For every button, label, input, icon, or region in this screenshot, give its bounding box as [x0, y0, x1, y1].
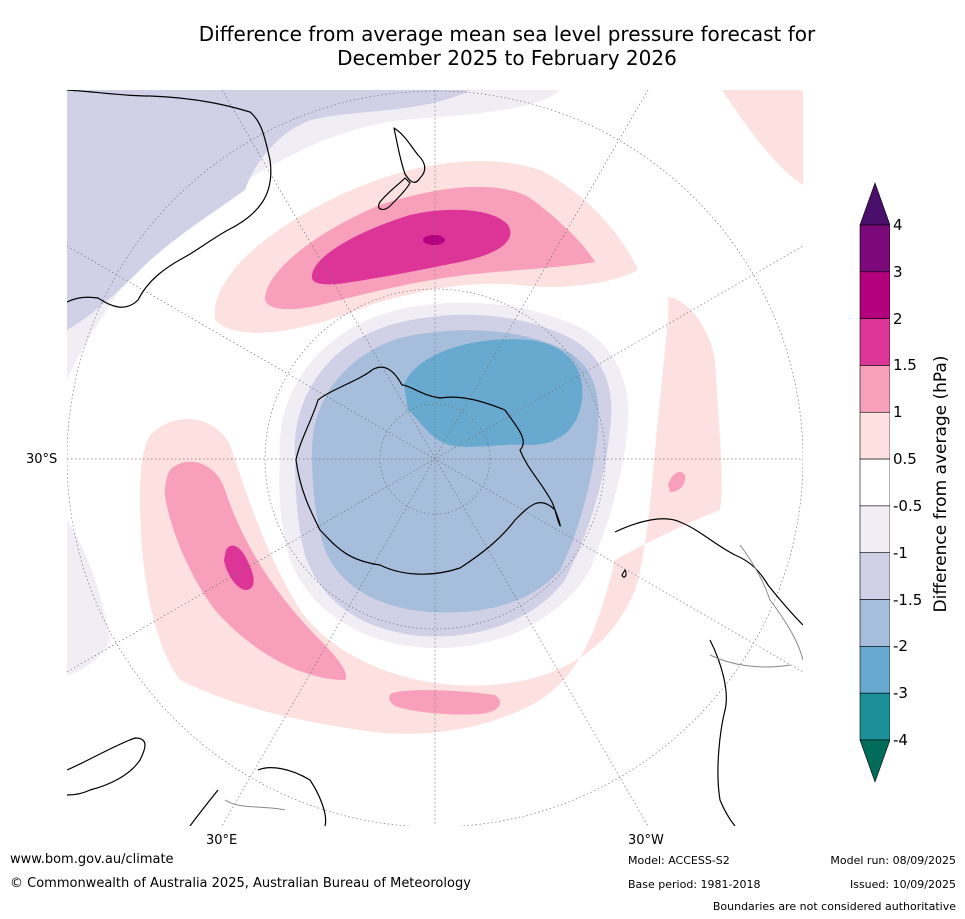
colorbar-scale [859, 182, 890, 783]
colorbar-tick-label: 1.5 [893, 356, 917, 375]
new-zealand-south-island [378, 177, 411, 211]
colorbar-tick-label: -1 [893, 543, 908, 562]
colorbar-tick-label: -3 [893, 684, 908, 703]
neg-anomaly-australia-inner [67, 90, 470, 330]
title-line-2: December 2025 to February 2026 [337, 46, 677, 70]
colorbar-bin [859, 318, 890, 366]
south-america-coast [614, 518, 803, 826]
graticule [67, 90, 803, 826]
title-line-1: Difference from average mean sea level p… [198, 22, 816, 46]
colorbar-bin [859, 646, 890, 694]
neg-anomaly-antarctica-2 [404, 339, 583, 447]
colorbar-bin [859, 271, 890, 319]
pos-anomaly-arc-1 [165, 461, 347, 680]
pos-anomaly-nz-2 [423, 235, 445, 245]
colorbar-tick-label: -0.5 [893, 496, 923, 515]
colorbar-bin [859, 505, 890, 554]
footer-model: Model: ACCESS-S2 [628, 854, 730, 867]
colorbar-bin [859, 739, 890, 783]
footer-disclaimer: Boundaries are not considered authoritat… [712, 900, 956, 913]
pos-anomaly-atlantic-1 [389, 690, 500, 715]
neg-anomaly-south-atlantic [67, 520, 110, 675]
australia-coast [67, 90, 272, 308]
colorbar [850, 180, 965, 790]
footer-issued: Issued: 10/09/2025 [849, 878, 956, 891]
colorbar-tick-label: 1 [893, 403, 903, 422]
chart-title: Difference from average mean sea level p… [100, 22, 914, 70]
lon-label-30e: 30°E [206, 833, 238, 848]
colorbar-bin [859, 182, 890, 226]
colorbar-bin [859, 552, 890, 600]
colorbar-tick-label: -4 [893, 731, 908, 749]
lat-label-30s: 30°S [26, 452, 58, 467]
footer-url[interactable]: www.bom.gov.au/climate [10, 852, 174, 867]
colorbar-tick-label: -1.5 [893, 590, 923, 609]
pos-anomaly-ne-corner [722, 90, 803, 185]
madagascar-coast [189, 767, 327, 826]
pos-anomaly-east-pacific-1 [668, 471, 686, 492]
colorbar-label: Difference from average (hPa) [931, 355, 951, 613]
new-zealand-north-island [393, 127, 426, 183]
colorbar-tick-label: 2 [893, 309, 903, 328]
footer-model-run: Model run: 08/09/2025 [830, 854, 956, 867]
country-borders [224, 544, 803, 811]
colorbar-bin [859, 411, 890, 460]
colorbar-bin [859, 365, 890, 413]
footer-base-period: Base period: 1981-2018 [628, 878, 761, 891]
colorbar-tick-label: -2 [893, 637, 908, 656]
antarctica-coast [295, 366, 561, 575]
colorbar-bin [859, 692, 890, 741]
colorbar-bin [859, 224, 890, 273]
footer-copyright: © Commonwealth of Australia 2025, Austra… [10, 876, 471, 891]
africa-coast [67, 737, 146, 796]
colorbar-tick-label: 0.5 [893, 450, 917, 469]
lon-label-30w: 30°W [628, 833, 664, 848]
pos-anomaly-nz-15 [311, 209, 511, 285]
colorbar-bin [859, 599, 890, 647]
colorbar-tick-label: 3 [893, 262, 903, 281]
colorbar-tick-label: 4 [893, 216, 903, 234]
pos-anomaly-arc-15 [224, 545, 254, 590]
colorbar-bin [859, 458, 890, 507]
polar-map [67, 90, 803, 826]
coastlines [67, 90, 803, 826]
